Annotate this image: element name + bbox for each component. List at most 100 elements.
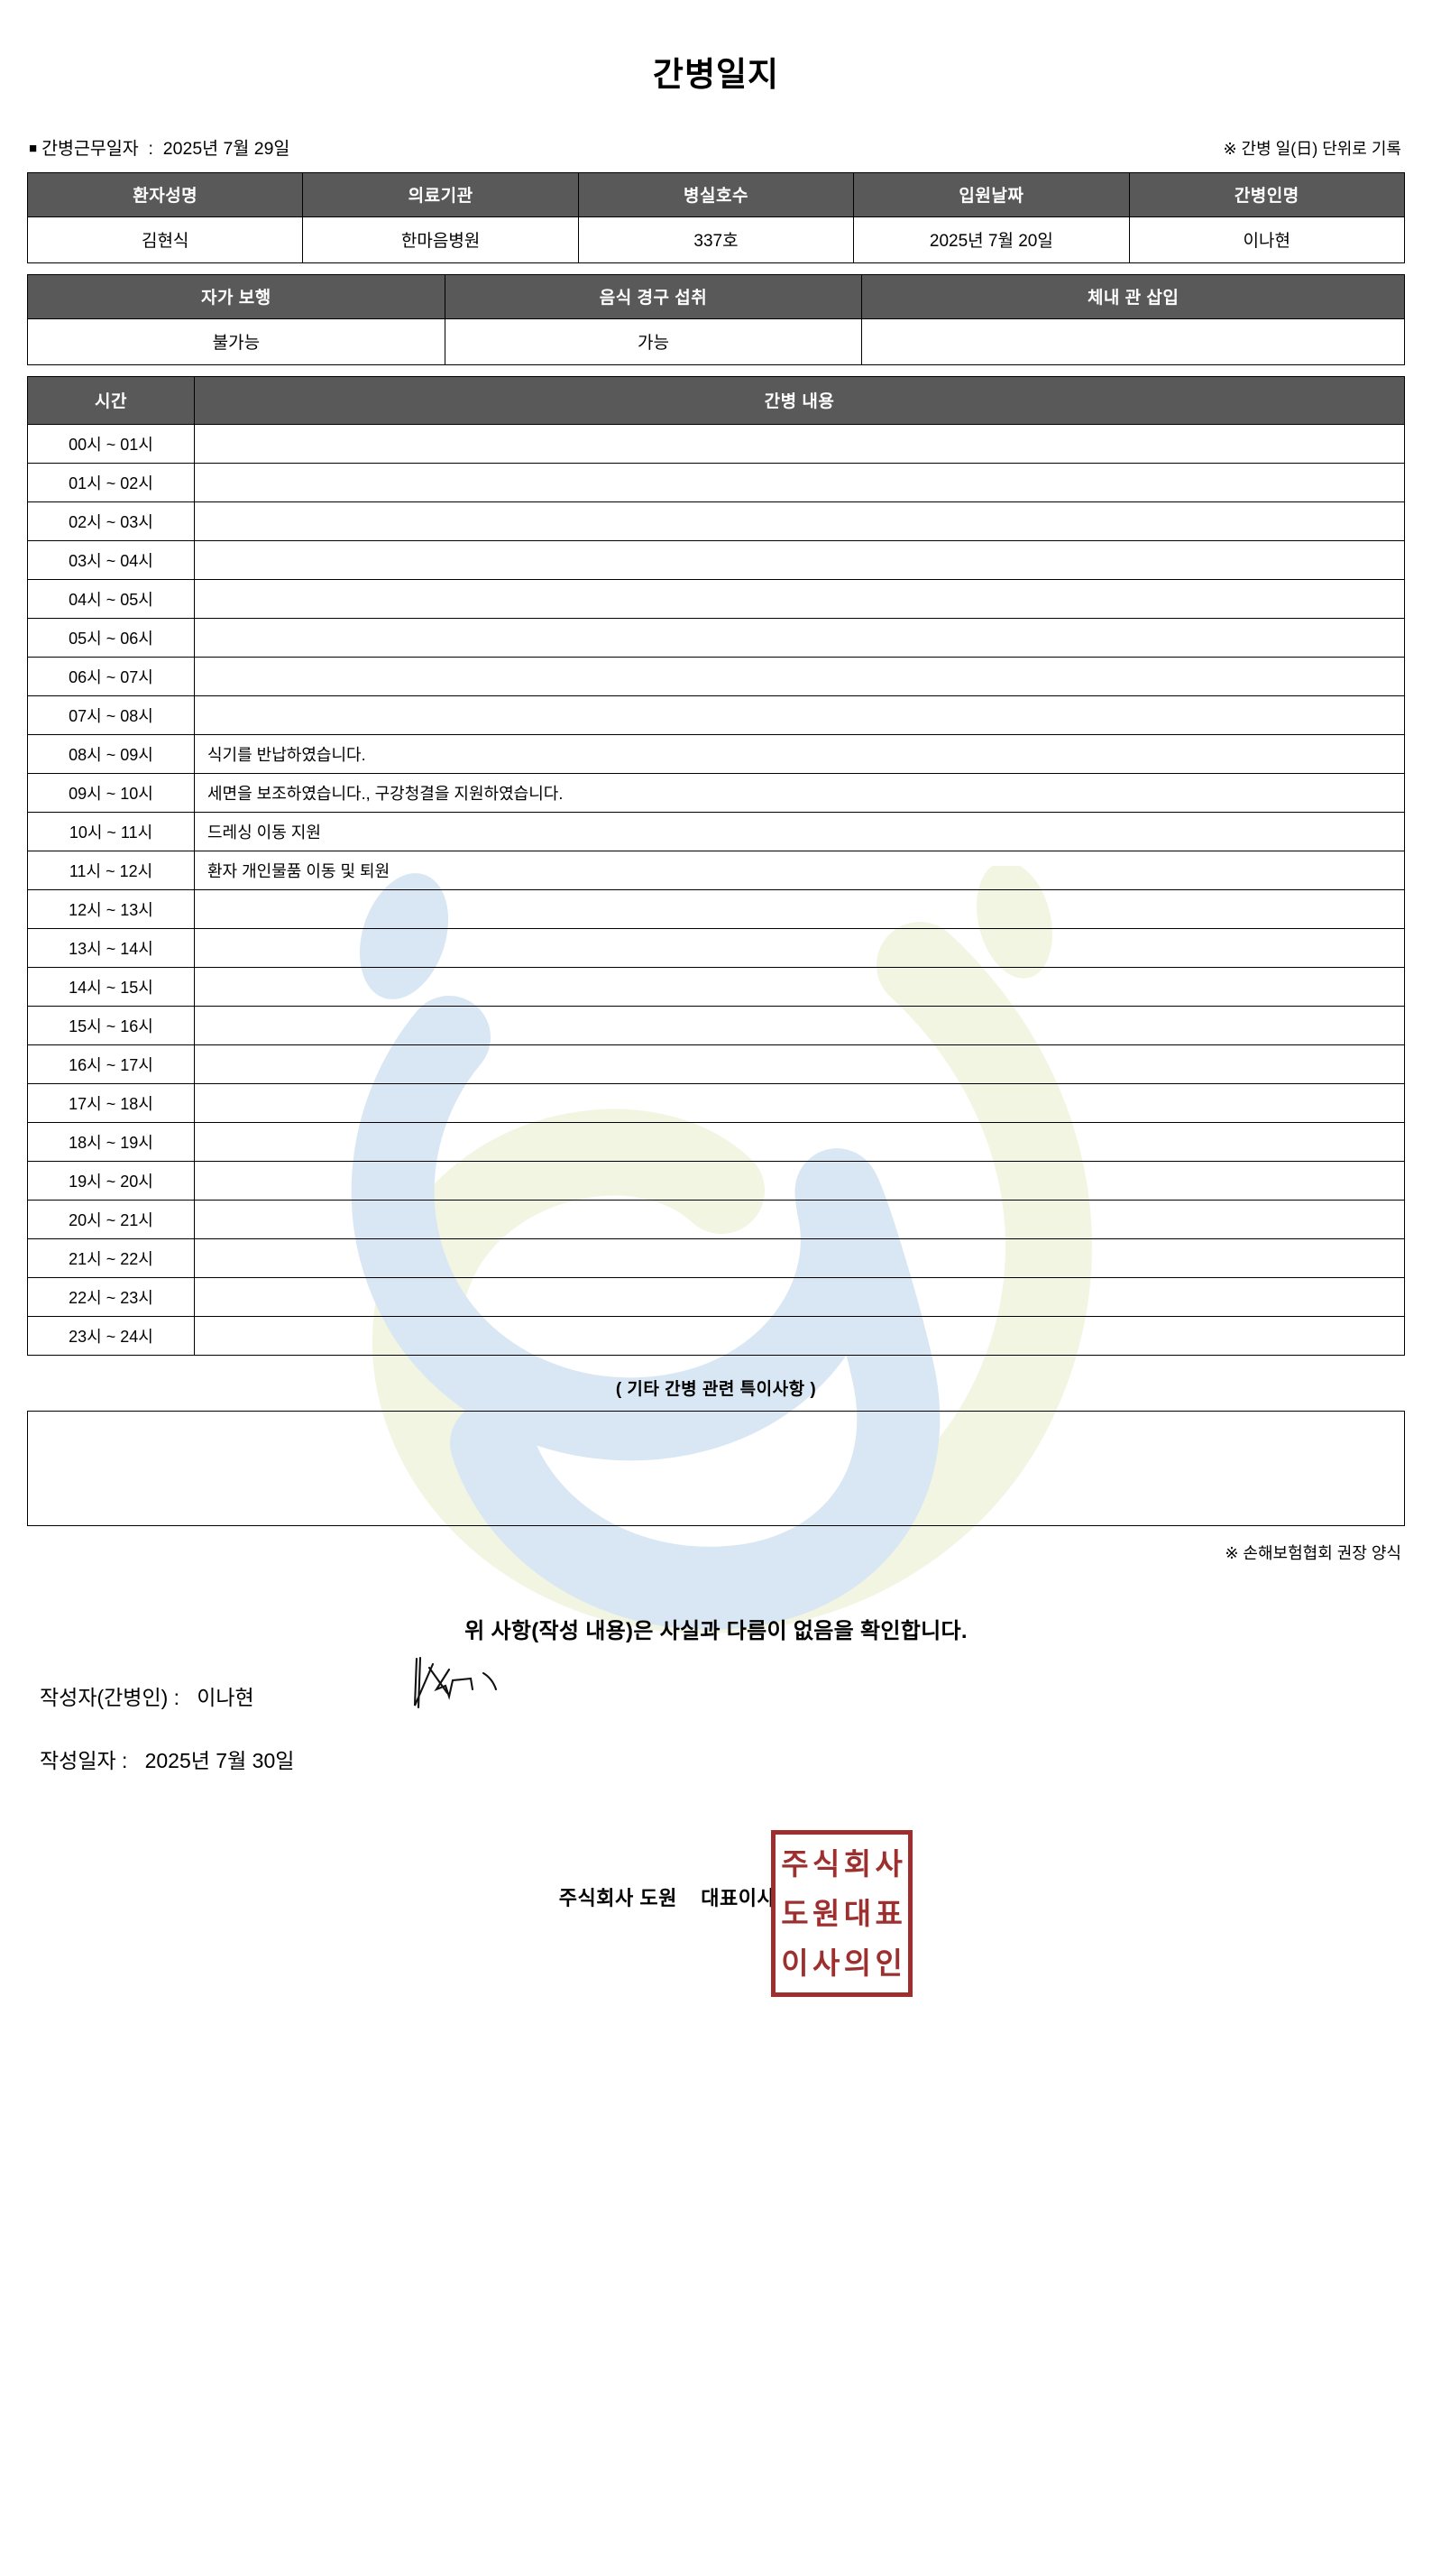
table-row: 18시 ~ 19시: [27, 1121, 1405, 1162]
care-content-cell[interactable]: [194, 617, 1405, 658]
header-tube-insertion: 체내 관 삽입: [861, 273, 1405, 319]
care-content-cell[interactable]: [194, 888, 1405, 929]
seal-char: 원: [812, 1895, 840, 1931]
seal-char: 주: [781, 1845, 809, 1881]
table-row: 09시 ~ 10시 세면을 보조하였습니다., 구강청결을 지원하였습니다.: [27, 772, 1405, 813]
care-content-cell[interactable]: [194, 1276, 1405, 1317]
table-row: 불가능 가능: [27, 317, 1405, 365]
table-row: 김현식 한마음병원 337호 2025년 7월 20일 이나현: [26, 216, 1406, 263]
table-header-row: 환자성명 의료기관 병실호수 입원날짜 간병인명: [26, 171, 1406, 217]
table-row: 15시 ~ 16시: [27, 1005, 1405, 1045]
care-content-cell[interactable]: [194, 1082, 1405, 1123]
seal-char: 의: [843, 1945, 872, 1981]
handwritten-signature-icon: [413, 1656, 498, 1708]
care-content-cell[interactable]: [194, 1315, 1405, 1356]
time-slot-cell: 10시 ~ 11시: [27, 811, 195, 851]
value-oral-intake[interactable]: 가능: [444, 317, 863, 365]
value-tube-insertion[interactable]: [861, 317, 1405, 365]
care-content-cell[interactable]: [194, 656, 1405, 696]
table-header-row: 시간 간병 내용: [27, 375, 1405, 425]
seal-char: 인: [875, 1945, 903, 1981]
care-content-cell[interactable]: [194, 539, 1405, 580]
table-row: 10시 ~ 11시 드레싱 이동 지원: [27, 811, 1405, 851]
care-content-cell[interactable]: [194, 1237, 1405, 1278]
table-row: 23시 ~ 24시: [27, 1315, 1405, 1356]
care-content-cell[interactable]: [194, 423, 1405, 464]
seal-char: 대: [843, 1895, 872, 1931]
author-row: 작성자(간병인) : 이나현: [27, 1656, 1405, 1711]
time-slot-cell: 05시 ~ 06시: [27, 617, 195, 658]
time-slot-cell: 23시 ~ 24시: [27, 1315, 195, 1356]
work-date-block: ■ 간병근무일자 : 2025년 7월 29일: [29, 133, 289, 160]
time-slot-cell: 18시 ~ 19시: [27, 1121, 195, 1162]
care-content-cell[interactable]: 드레싱 이동 지원: [194, 811, 1405, 851]
care-content-cell[interactable]: [194, 1199, 1405, 1239]
care-content-cell[interactable]: [194, 966, 1405, 1007]
time-slot-cell: 14시 ~ 15시: [27, 966, 195, 1007]
care-content-cell[interactable]: [194, 695, 1405, 735]
value-room-number[interactable]: 337호: [577, 216, 855, 263]
ability-table: 자가 보행 음식 경구 섭취 체내 관 삽입 불가능 가능: [27, 273, 1405, 365]
table-row: 14시 ~ 15시: [27, 966, 1405, 1007]
time-slot-cell: 19시 ~ 20시: [27, 1160, 195, 1201]
value-self-ambulation[interactable]: 불가능: [27, 317, 445, 365]
care-content-cell[interactable]: [194, 462, 1405, 502]
seal-row: 도 원 대 표: [779, 1889, 904, 1938]
table-row: 16시 ~ 17시: [27, 1044, 1405, 1084]
remarks-box[interactable]: [27, 1410, 1405, 1526]
author-label: 작성자(간병인) :: [40, 1685, 180, 1709]
time-slot-cell: 00시 ~ 01시: [27, 423, 195, 464]
seal-char: 이: [781, 1945, 809, 1981]
header-self-ambulation: 자가 보행: [27, 273, 445, 319]
seal-row: 이 사 의 인: [779, 1938, 904, 1988]
author-spacer: [179, 1686, 197, 1709]
care-content-cell[interactable]: [194, 578, 1405, 619]
table-row: 02시 ~ 03시: [27, 501, 1405, 541]
company-seal-stamp: 주 식 회 사 도 원 대 표 이 사 의 인: [771, 1829, 913, 1997]
table-row: 17시 ~ 18시: [27, 1082, 1405, 1123]
author-value[interactable]: 이나현: [197, 1685, 254, 1709]
table-header-row: 자가 보행 음식 경구 섭취 체내 관 삽입: [27, 273, 1405, 319]
seal-char: 회: [843, 1845, 872, 1881]
time-slot-cell: 22시 ~ 23시: [27, 1276, 195, 1317]
write-date-label: 작성일자 :: [40, 1748, 128, 1772]
time-slot-cell: 15시 ~ 16시: [27, 1005, 195, 1045]
time-slot-cell: 03시 ~ 04시: [27, 539, 195, 580]
care-content-cell[interactable]: [194, 1044, 1405, 1084]
confirmation-statement: 위 사항(작성 내용)은 사실과 다름이 없음을 확인합니다.: [464, 1618, 968, 1643]
hourly-care-table: 시간 간병 내용 00시 ~ 01시 01시 ~ 02시 02시 ~ 03시 03시 …: [27, 375, 1405, 1356]
care-content-cell[interactable]: [194, 1121, 1405, 1162]
care-content-cell[interactable]: [194, 1005, 1405, 1045]
table-row: 12시 ~ 13시: [27, 888, 1405, 929]
care-content-cell[interactable]: 세면을 보조하였습니다., 구강청결을 지원하였습니다.: [194, 772, 1405, 813]
care-content-cell[interactable]: [194, 501, 1405, 541]
work-date-label: 간병근무일자: [41, 138, 139, 159]
care-content-cell[interactable]: 식기를 반납하였습니다.: [194, 733, 1405, 774]
time-slot-cell: 21시 ~ 22시: [27, 1237, 195, 1278]
time-slot-cell: 09시 ~ 10시: [27, 772, 195, 813]
meta-row: ■ 간병근무일자 : 2025년 7월 29일 ※ 간병 일(日) 단위로 기록: [27, 133, 1405, 160]
time-slot-cell: 07시 ~ 08시: [27, 695, 195, 735]
table-row: 13시 ~ 14시: [27, 927, 1405, 968]
value-patient-name[interactable]: 김현식: [26, 216, 304, 263]
value-caregiver-name[interactable]: 이나현: [1128, 216, 1406, 263]
write-date-value[interactable]: 2025년 7월 30일: [144, 1748, 295, 1772]
table-row: 00시 ~ 01시: [27, 423, 1405, 464]
time-slot-cell: 11시 ~ 12시: [27, 850, 195, 890]
care-content-cell[interactable]: 환자 개인물품 이동 및 퇴원: [194, 850, 1405, 890]
care-content-cell[interactable]: [194, 927, 1405, 968]
seal-char: 식: [812, 1845, 840, 1881]
value-institution[interactable]: 한마음병원: [302, 216, 579, 263]
seal-char: 사: [875, 1845, 903, 1881]
write-date-row: 작성일자 : 2025년 7월 30일: [27, 1743, 1405, 1774]
seal-char: 표: [875, 1895, 903, 1931]
time-slot-cell: 08시 ~ 09시: [27, 733, 195, 774]
care-content-cell[interactable]: [194, 1160, 1405, 1201]
unit-note: ※ 간병 일(日) 단위로 기록: [1223, 139, 1401, 158]
value-admission-date[interactable]: 2025년 7월 20일: [853, 216, 1130, 263]
table-row: 07시 ~ 08시: [27, 695, 1405, 735]
table-row: 21시 ~ 22시: [27, 1237, 1405, 1278]
table-row: 01시 ~ 02시: [27, 462, 1405, 502]
table-row: 11시 ~ 12시 환자 개인물품 이동 및 퇴원: [27, 850, 1405, 890]
